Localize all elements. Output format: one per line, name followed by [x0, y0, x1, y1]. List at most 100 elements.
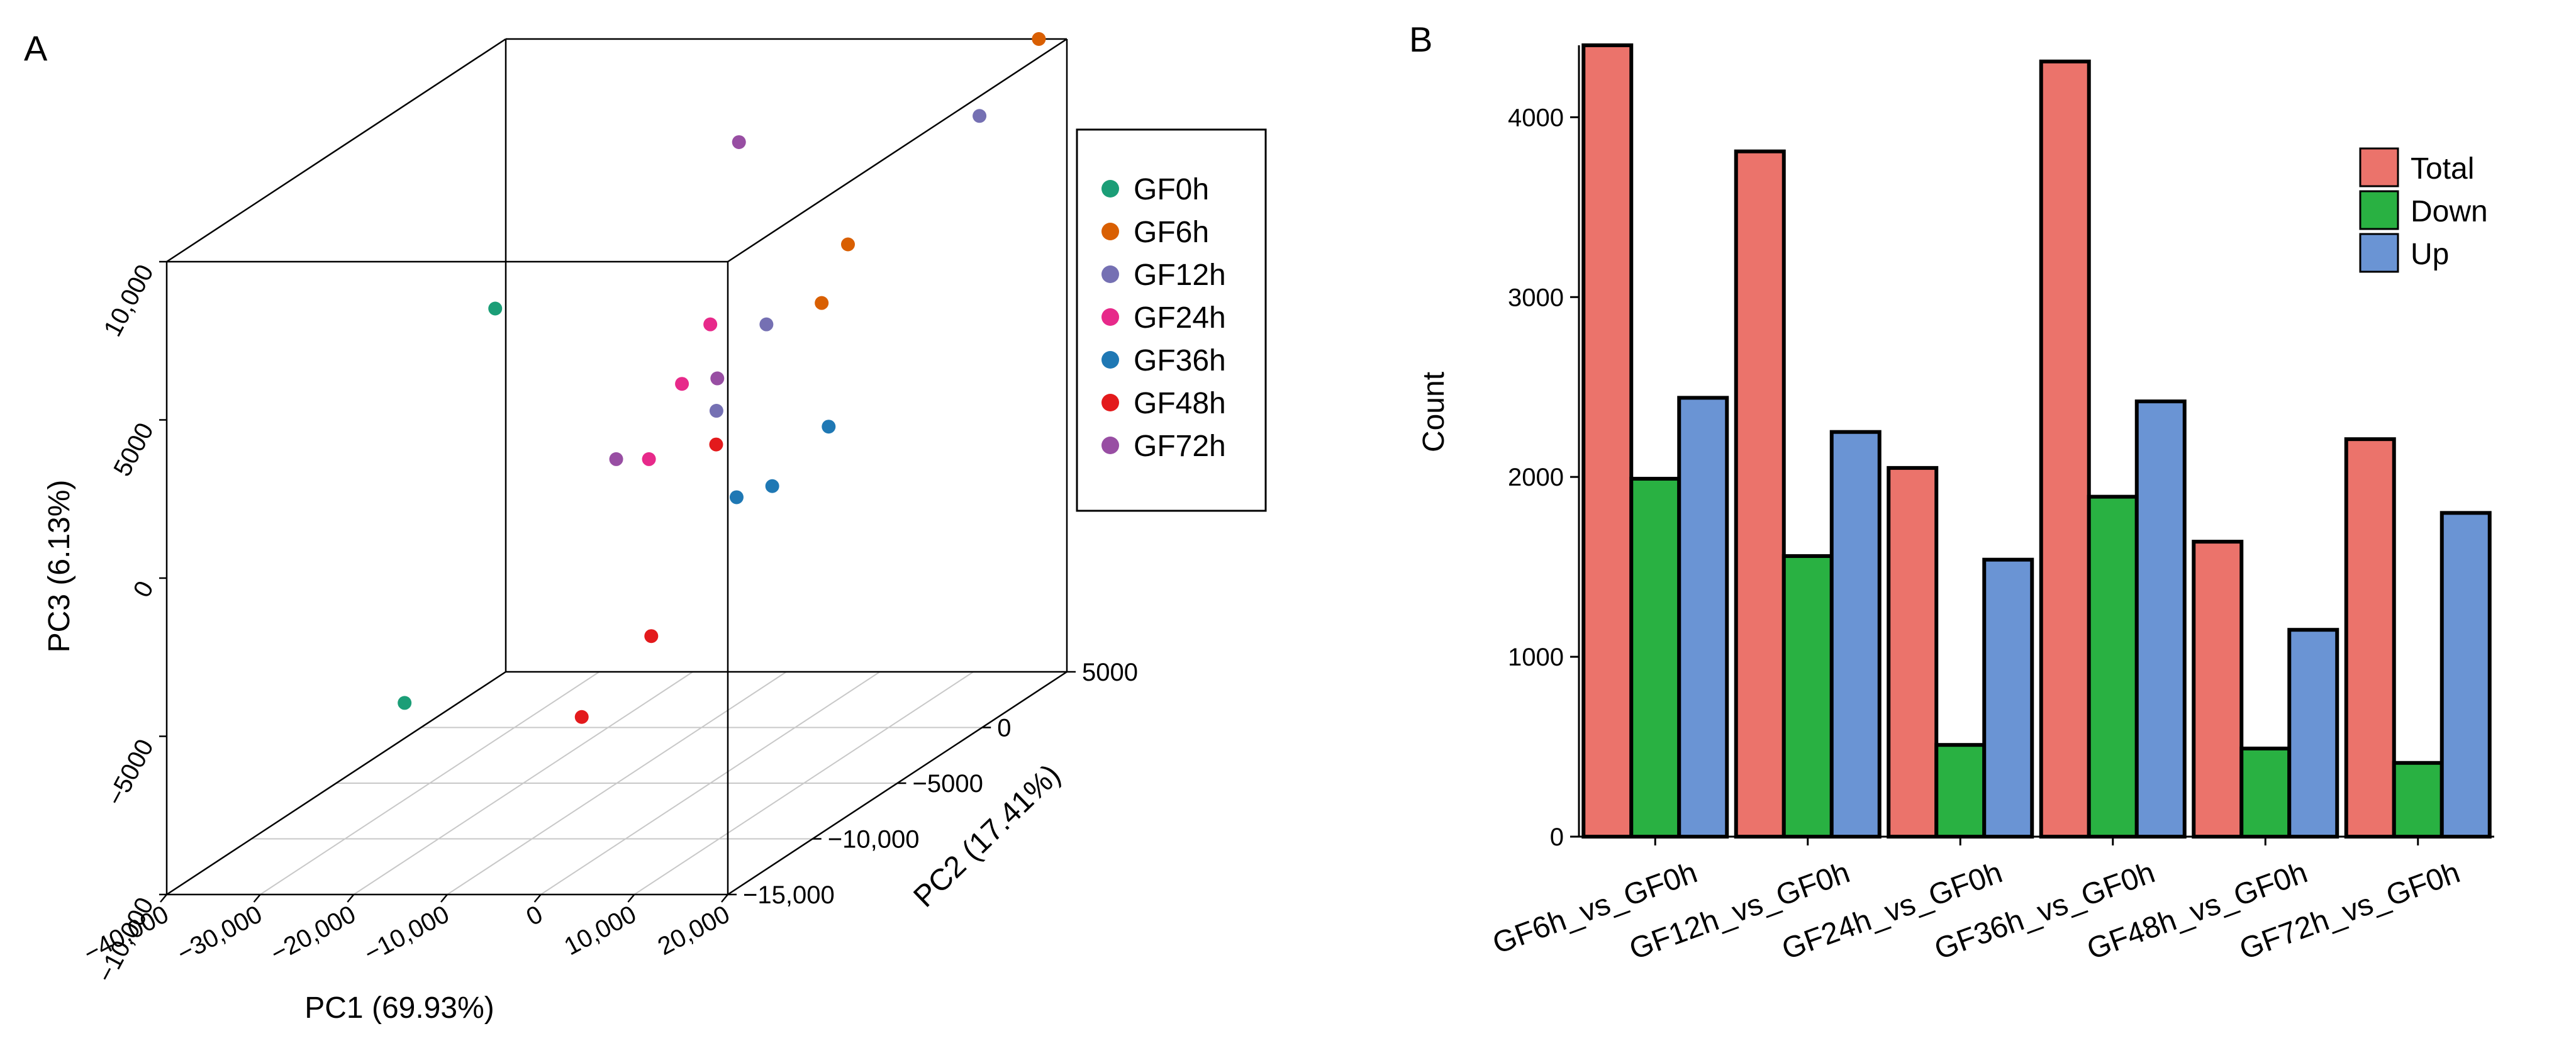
- pc1-tick-label: −30,000: [173, 900, 267, 967]
- pca-point-gf12h: [973, 109, 987, 123]
- bar-up-gf6h_vs_gf0h: [1677, 396, 1729, 839]
- legend-marker-gf72h: [1101, 437, 1119, 454]
- count-tick-labels: 0 1000 2000 3000 4000: [1508, 104, 1579, 851]
- pc2-tick-label: −15,000: [743, 881, 835, 909]
- bar-down-gf24h_vs_gf0h: [1934, 743, 1987, 839]
- pc1-tick-label: −10,000: [360, 900, 454, 967]
- count-tick-label: 1000: [1508, 644, 1564, 671]
- legend-swatch-down: [2359, 190, 2399, 230]
- pca-point-gf24h: [703, 317, 718, 332]
- bar-down-gf48h_vs_gf0h: [2239, 746, 2292, 839]
- bar-down-gf36h_vs_gf0h: [2087, 494, 2139, 839]
- pc2-tick-label: −5000: [913, 770, 983, 798]
- pca-point-gf36h: [822, 420, 836, 434]
- comparison-tick-labels: GF6h_vs_GF0hGF12h_vs_GF0hGF24h_vs_GF0hGF…: [1488, 837, 2465, 966]
- pca-point-gf6h: [1032, 32, 1046, 46]
- pc3-tick-label: −5000: [101, 735, 159, 810]
- count-tick-label: 0: [1550, 823, 1564, 851]
- count-axis-label: Count: [1417, 372, 1451, 452]
- pc2-tick-label: 0: [997, 715, 1011, 742]
- bar-legend: Total Down Up: [2359, 147, 2488, 273]
- legend-label-gf12h: GF12h: [1134, 259, 1226, 292]
- legend-marker-gf24h: [1101, 308, 1119, 326]
- legend-marker-gf36h: [1101, 351, 1119, 369]
- legend-swatch-total: [2359, 147, 2399, 187]
- legend-label-gf24h: GF24h: [1134, 301, 1226, 335]
- pc3-tick-label: 5000: [108, 418, 159, 481]
- bar-total-gf48h_vs_gf0h: [2192, 540, 2244, 839]
- bar-up-gf12h_vs_gf0h: [1829, 430, 1882, 839]
- bar-up-gf48h_vs_gf0h: [2287, 628, 2339, 839]
- pc1-tick-label: 10,000: [560, 900, 641, 961]
- panel-b-bar-chart: B Count 0 1000 2000 3000 4000 GF6h_vs_GF0hGF…: [1409, 20, 2494, 966]
- legend-label-gf36h: GF36h: [1134, 344, 1226, 377]
- legend-label-down: Down: [2411, 195, 2488, 228]
- bar-axes: [1578, 45, 2494, 838]
- legend-marker-gf12h: [1101, 265, 1119, 283]
- bar-series: [1581, 43, 2492, 839]
- pca-point-gf48h: [574, 710, 589, 724]
- pc3-tick-label: 0: [128, 577, 159, 602]
- pc1-tick-mark: [533, 894, 542, 903]
- pc2-tick-labels: −15,000 −10,000 −5000 0 5000: [728, 659, 1138, 909]
- pc2-tick-label: 5000: [1082, 659, 1138, 686]
- pca-point-gf24h: [642, 452, 656, 466]
- legend-marker-gf0h: [1101, 180, 1119, 198]
- legend-label-gf72h: GF72h: [1134, 430, 1226, 463]
- pca-point-gf0h: [398, 696, 412, 710]
- pc1-tick-mark: [440, 894, 448, 903]
- pca-point-gf24h: [675, 377, 689, 391]
- legend-label-total: Total: [2411, 152, 2474, 186]
- legend-marker-gf48h: [1101, 394, 1119, 411]
- pc1-tick-labels: −40,000 −30,000 −20,000 −10,000 0 10,000 20,00…: [79, 894, 735, 967]
- pc1-tick-label: 20,000: [654, 900, 735, 961]
- bar-total-gf72h_vs_gf0h: [2344, 437, 2396, 839]
- bar-total-gf12h_vs_gf0h: [1734, 149, 1786, 839]
- cube-frame: [165, 38, 1068, 896]
- pca-legend: GF0h GF6h GF12h GF24h GF36h GF48h GF72h: [1076, 128, 1267, 512]
- count-tick-label: 3000: [1508, 284, 1564, 311]
- panel-a-letter: A: [24, 28, 48, 68]
- pca-point-gf48h: [644, 629, 659, 644]
- pc3-tick-label: 10,000: [99, 260, 159, 342]
- count-tick-label: 4000: [1508, 104, 1564, 131]
- bar-total-gf36h_vs_gf0h: [2039, 59, 2091, 839]
- pc1-tick-mark: [627, 894, 635, 903]
- pca-points: [398, 32, 1046, 724]
- pca-point-gf72h: [732, 135, 746, 149]
- legend-label-gf6h: GF6h: [1134, 216, 1209, 249]
- pca-point-gf12h: [709, 404, 723, 418]
- pc1-axis-label: PC1 (69.93%): [304, 991, 494, 1025]
- pca-point-gf12h: [759, 317, 774, 332]
- bar-up-gf36h_vs_gf0h: [2134, 399, 2187, 839]
- bar-total-gf6h_vs_gf0h: [1581, 43, 1634, 839]
- panel-a-3d-pca: A −40,000 −30,000 −20,000 −10,000 0 10,000 20,…: [24, 28, 1267, 1025]
- floor-grid: [251, 671, 983, 895]
- bar-total-gf24h_vs_gf0h: [1887, 465, 1939, 839]
- pca-point-gf36h: [729, 490, 744, 504]
- cube-edge: [166, 671, 506, 896]
- legend-marker-gf6h: [1101, 223, 1119, 240]
- bar-up-gf24h_vs_gf0h: [1982, 557, 2034, 839]
- pca-point-gf0h: [488, 301, 503, 316]
- legend-label-up: Up: [2411, 238, 2449, 271]
- pc1-tick-label: −20,000: [266, 900, 360, 967]
- pc3-axis-label: PC3 (6.13%): [43, 480, 76, 653]
- pc1-tick-mark: [347, 894, 355, 903]
- panel-b-letter: B: [1409, 20, 1432, 59]
- pca-point-gf48h: [709, 437, 723, 452]
- bar-down-gf72h_vs_gf0h: [2392, 761, 2444, 839]
- pca-point-gf6h: [815, 296, 829, 310]
- bar-up-gf72h_vs_gf0h: [2439, 511, 2492, 839]
- pc1-tick-label: 0: [522, 900, 547, 931]
- pca-point-gf6h: [840, 237, 855, 252]
- legend-label-gf0h: GF0h: [1134, 173, 1209, 206]
- legend-swatch-up: [2359, 233, 2399, 273]
- pca-point-gf36h: [765, 479, 779, 493]
- pca-point-gf72h: [710, 371, 725, 386]
- pc2-tick-label: −10,000: [828, 826, 920, 854]
- pc1-tick-mark: [721, 894, 728, 903]
- count-tick-label: 2000: [1508, 464, 1564, 491]
